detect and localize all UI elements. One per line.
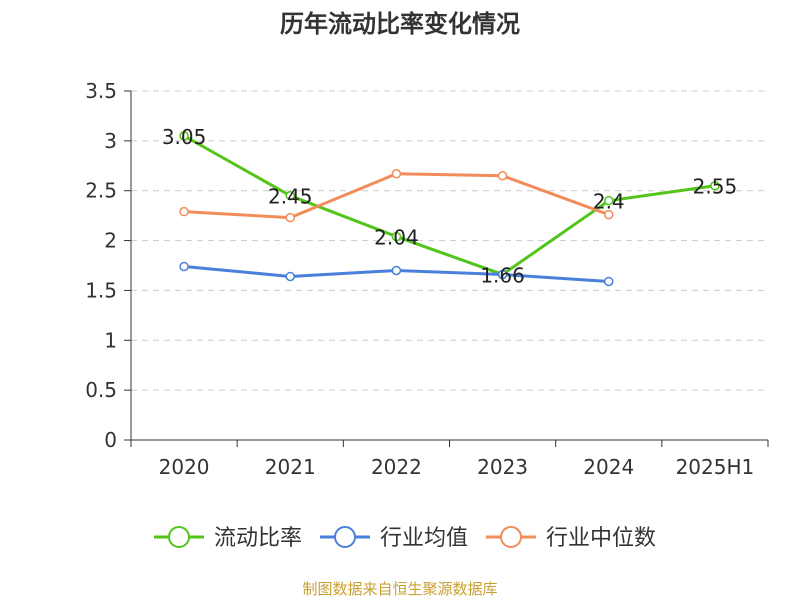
- y-tick-label: 0.5: [85, 378, 117, 402]
- data-point: [391, 231, 402, 242]
- data-point: [391, 265, 402, 276]
- data-point: [285, 212, 295, 223]
- grid-lines: [131, 90, 768, 391]
- data-labels: 3.05 2.45 2.04 1.66 2.4 2.55: [162, 125, 737, 288]
- legend-marker-icon: [168, 526, 190, 548]
- legend-marker-icon: [334, 526, 356, 548]
- y-tick-label: 0: [104, 428, 117, 452]
- legend-item: 行业中位数: [486, 526, 656, 551]
- data-point: [179, 206, 189, 217]
- data-point: [710, 180, 720, 191]
- y-tick-label: 1.5: [85, 278, 117, 302]
- data-point: [179, 131, 189, 141]
- data-point: [604, 209, 614, 220]
- data-label: 2.45: [268, 185, 313, 209]
- x-tick-label: 2021: [265, 455, 316, 479]
- x-tick-label: 2022: [371, 455, 422, 479]
- axes: 0 0.5 1 1.5 2 2.5 3 3.5 2020 2021 2022 2023 2024 2025…: [85, 79, 769, 479]
- x-tick-label: 2023: [477, 455, 528, 479]
- legend-label: 流动比率: [214, 526, 302, 551]
- y-tick-label: 2: [104, 229, 117, 253]
- data-label: 3.05: [162, 125, 207, 149]
- source-note: 制图数据来自恒生聚源数据库: [302, 580, 497, 598]
- data-label: 2.04: [374, 226, 419, 250]
- chart-title: 历年流动比率变化情况: [280, 10, 520, 38]
- data-label: 1.66: [480, 263, 525, 287]
- y-tick-label: 2.5: [85, 179, 117, 203]
- series-line: [183, 134, 716, 276]
- data-point: [604, 195, 614, 206]
- data-point: [285, 271, 295, 282]
- series-layer: [179, 131, 720, 287]
- legend-label: 行业中位数: [546, 526, 656, 551]
- data-label: 2.4: [593, 190, 625, 214]
- legend: 流动比率 行业均值 行业中位数: [154, 526, 656, 551]
- y-tick-label: 3: [104, 129, 117, 153]
- series-line: [183, 172, 610, 220]
- x-tick-label: 2024: [583, 455, 634, 479]
- data-point: [497, 269, 508, 280]
- legend-item: 流动比率: [154, 526, 302, 551]
- data-point: [497, 171, 508, 181]
- x-tick-label: 2020: [159, 455, 210, 479]
- data-point: [391, 169, 402, 179]
- legend-label: 行业均值: [380, 526, 468, 551]
- y-tick-label: 1: [104, 328, 117, 352]
- data-label: 2.55: [693, 175, 738, 199]
- data-point: [604, 276, 614, 287]
- x-tick-label: 2025H1: [676, 455, 755, 479]
- legend-marker-icon: [500, 526, 522, 548]
- data-point: [285, 190, 295, 201]
- legend-item: 行业均值: [320, 526, 468, 551]
- y-tick-label: 3.5: [85, 79, 117, 103]
- data-point: [179, 261, 189, 272]
